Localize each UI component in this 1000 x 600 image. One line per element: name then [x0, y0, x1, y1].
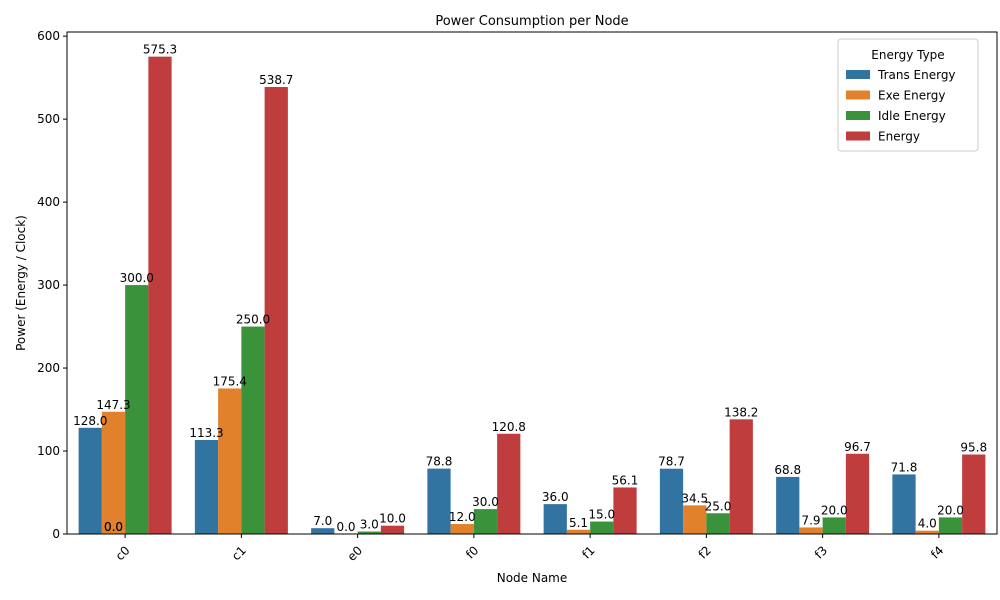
bar [241, 326, 265, 534]
x-tick-label: f1 [579, 543, 597, 561]
data-label: 250.0 [236, 313, 270, 327]
legend-swatch [846, 70, 870, 79]
data-label: 34.5 [681, 491, 708, 505]
x-tick-label: c1 [229, 543, 249, 563]
bar [776, 476, 800, 534]
data-label: 78.8 [426, 455, 453, 469]
data-label: 4.0 [918, 517, 937, 531]
bar [497, 433, 521, 534]
bar [264, 87, 288, 534]
data-label: 36.0 [542, 490, 569, 504]
x-axis-label: Node Name [497, 571, 568, 585]
chart-title: Power Consumption per Node [435, 14, 628, 29]
data-label: 10.0 [379, 512, 406, 526]
legend-entry: Energy [878, 130, 920, 144]
data-label: 113.3 [189, 426, 223, 440]
y-tick-label: 100 [37, 444, 60, 458]
legend: Energy Type Trans Energy Exe Energy Idle En… [837, 38, 979, 152]
legend-swatch [846, 90, 870, 100]
bar [845, 453, 870, 534]
legend-entry: Exe Energy [878, 89, 946, 103]
bar [706, 513, 730, 534]
data-label: 56.1 [612, 473, 639, 487]
bar [125, 285, 149, 534]
bar [683, 505, 707, 534]
legend-entry: Idle Energy [878, 109, 946, 123]
data-label: 78.7 [658, 455, 685, 469]
bar [78, 427, 102, 534]
data-label: 128.0 [73, 414, 107, 428]
y-axis-label: Power (Energy / Clock) [14, 215, 28, 351]
bar [357, 531, 381, 534]
bar [311, 528, 335, 534]
bar [101, 411, 126, 534]
bar [148, 56, 172, 534]
bar [938, 517, 963, 534]
data-label: 96.7 [844, 440, 871, 454]
x-tick-label: f3 [812, 543, 830, 561]
data-label: 12.0 [449, 510, 476, 524]
bar [799, 527, 823, 534]
data-label: 20.0 [937, 503, 964, 517]
data-label: 175.4 [213, 374, 247, 388]
legend-box [837, 38, 979, 152]
data-label: 0.0 [104, 520, 123, 534]
x-tick-label: e0 [345, 543, 366, 564]
data-label: 5.1 [569, 516, 588, 530]
bar [218, 388, 242, 534]
y-tick-label: 500 [37, 112, 60, 126]
bar [962, 454, 986, 534]
data-label: 300.0 [120, 271, 154, 285]
data-label: 71.8 [891, 460, 918, 474]
bar [543, 504, 567, 534]
legend-title: Energy Type [871, 48, 944, 62]
data-label: 3.0 [360, 518, 379, 532]
bar [915, 530, 939, 534]
data-label: 575.3 [143, 43, 177, 57]
data-label: 538.7 [259, 73, 293, 87]
y-tick-label: 0 [52, 527, 60, 541]
bar [892, 474, 916, 534]
data-label: 30.0 [472, 495, 499, 509]
data-label: 0.0 [336, 520, 355, 534]
data-label: 7.0 [313, 514, 332, 528]
x-tick-label: f2 [696, 543, 714, 561]
bar [659, 468, 684, 534]
bar [380, 525, 405, 534]
plot-frame [66, 31, 998, 535]
bar [613, 487, 637, 534]
data-label: 68.8 [774, 463, 801, 477]
data-label: 95.8 [960, 441, 987, 455]
data-label: 20.0 [821, 503, 848, 517]
data-label: 147.3 [96, 398, 130, 412]
legend-entry: Trans Energy [877, 68, 956, 82]
y-tick-label: 600 [37, 29, 60, 43]
legend-swatch [846, 111, 870, 120]
bar [729, 419, 753, 534]
y-tick-label: 400 [37, 195, 60, 209]
data-label: 15.0 [588, 508, 615, 522]
x-tick-label: f0 [463, 543, 481, 561]
bar [566, 529, 591, 534]
x-tick-label: f4 [928, 543, 946, 561]
x-tick-label: c0 [113, 543, 133, 563]
data-label: 7.9 [801, 513, 820, 527]
bar [194, 439, 219, 534]
bar [450, 524, 474, 534]
data-label: 120.8 [492, 420, 526, 434]
legend-swatch [846, 131, 870, 141]
bar [590, 521, 614, 534]
data-label: 138.2 [724, 405, 758, 419]
bar [473, 509, 498, 534]
y-tick-label: 300 [37, 278, 60, 292]
data-label: 0.0 [104, 520, 123, 534]
bar [822, 517, 846, 534]
bar [427, 468, 451, 534]
data-label: 25.0 [705, 499, 732, 513]
y-tick-label: 200 [37, 361, 60, 375]
